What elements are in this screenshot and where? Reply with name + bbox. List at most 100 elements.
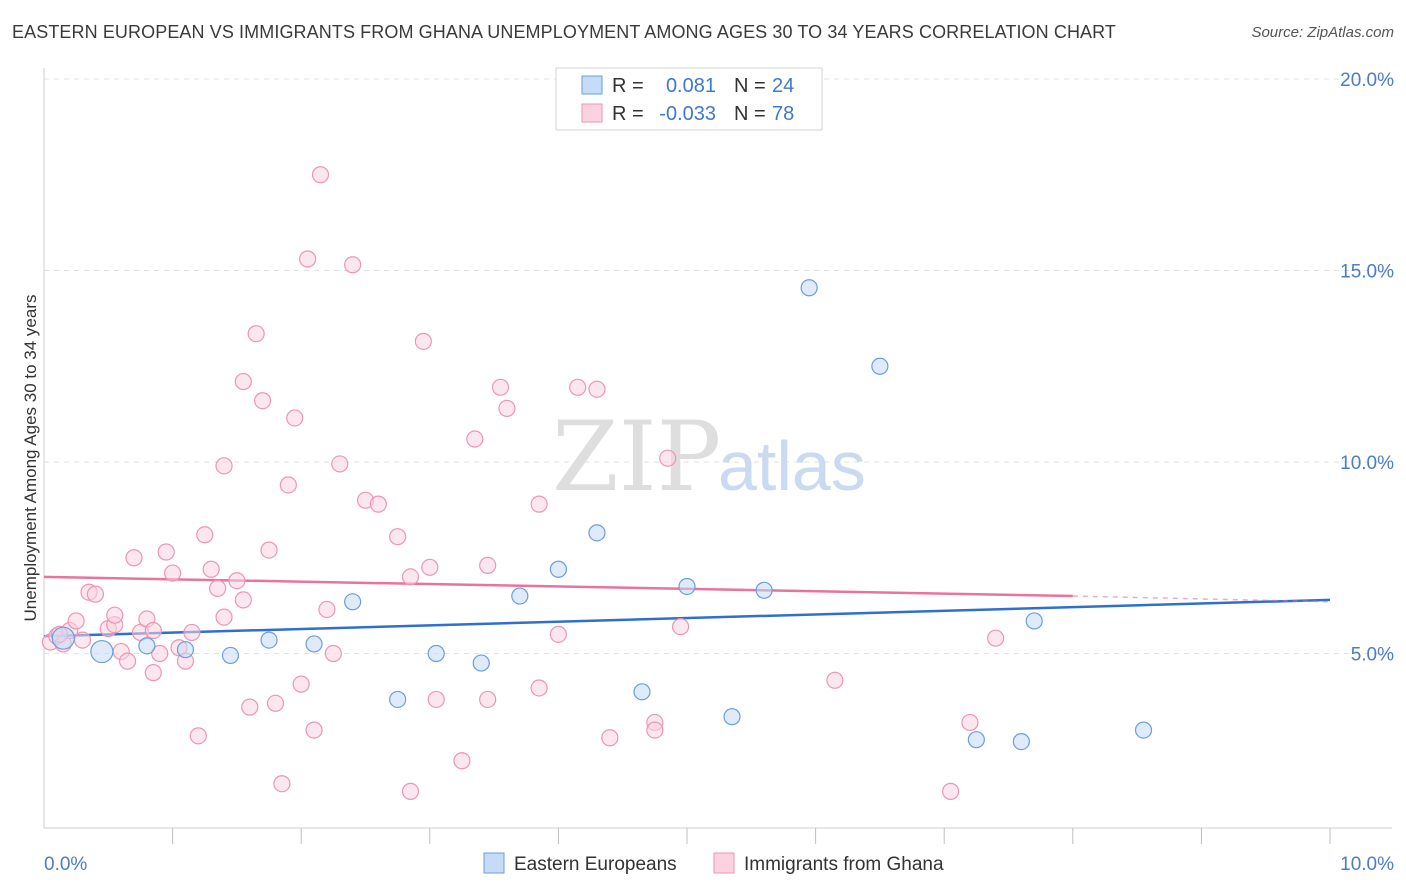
ghana-point	[427, 690, 445, 709]
eastern-european-point	[389, 690, 407, 709]
ghana-point	[67, 612, 85, 630]
ghana-point	[401, 568, 420, 586]
series-legend-swatch-eastern	[483, 852, 505, 874]
y-tick-label: 5.0%	[1351, 645, 1394, 666]
eastern-european-point	[1134, 721, 1153, 739]
source-credit: Source: ZipAtlas.com	[1251, 24, 1394, 41]
eastern-european-point	[967, 731, 985, 749]
ghana-point	[164, 564, 182, 582]
ghana-point	[671, 618, 690, 636]
ghana-point	[530, 679, 548, 697]
ghana-point	[279, 476, 297, 494]
ghana-point	[196, 526, 214, 544]
trend-line-ghana-extension	[1072, 595, 1331, 603]
eastern-european-point	[221, 646, 240, 665]
y-tick-label: 20.0%	[1340, 70, 1394, 91]
watermark-atlas: atlas	[718, 427, 866, 505]
ghana-point	[942, 782, 960, 800]
eastern-european-point	[633, 683, 651, 701]
legend-n-value-eastern: 24	[772, 75, 794, 97]
ghana-point	[601, 729, 619, 747]
ghana-point	[254, 392, 272, 410]
eastern-european-point	[871, 357, 889, 375]
chart-title: EASTERN EUROPEAN VS IMMIGRANTS FROM GHAN…	[12, 22, 1117, 42]
ghana-point	[125, 549, 143, 567]
ghana-point	[331, 455, 349, 473]
ghana-point	[453, 752, 471, 770]
ghana-point	[311, 166, 330, 184]
legend-r-label-eastern: R =	[612, 75, 644, 97]
ghana-point	[324, 644, 342, 663]
ghana-point	[389, 528, 407, 546]
eastern-european-point	[138, 637, 156, 655]
ghana-point	[266, 694, 285, 712]
ghana-point	[292, 675, 310, 693]
y-tick-label: 10.0%	[1340, 453, 1394, 474]
ghana-point	[260, 541, 278, 559]
ghana-point	[659, 449, 677, 467]
y-tick-labels: 5.0% 10.0% 15.0% 20.0%	[1340, 70, 1394, 666]
ghana-point	[299, 250, 317, 268]
eastern-european-point	[427, 644, 445, 663]
ghana-point	[228, 572, 246, 590]
ghana-point	[414, 332, 432, 350]
series-legend-label-eastern: Eastern Europeans	[514, 854, 677, 875]
ghana-point	[826, 671, 844, 689]
ghana-point	[144, 621, 162, 640]
ghana-point	[202, 560, 220, 578]
watermark-zip: ZIP	[552, 401, 721, 513]
eastern-european-point	[1012, 732, 1030, 751]
legend-n-label-eastern: N =	[734, 75, 766, 97]
ghana-point	[73, 631, 92, 649]
y-axis-label: Unemployment Among Ages 30 to 34 years	[21, 295, 40, 622]
ghana-point	[106, 606, 124, 624]
ghana-point	[498, 399, 516, 417]
ghana-point	[646, 721, 664, 739]
ghana-point	[118, 652, 137, 670]
trend-line-eastern	[43, 598, 1331, 638]
legend-swatch-ghana	[581, 103, 603, 123]
ghana-point	[318, 600, 336, 619]
ghana-point	[987, 629, 1005, 647]
ghana-point	[305, 721, 323, 739]
eastern-european-point	[51, 626, 75, 650]
ghana-point	[215, 457, 233, 475]
ghana-point	[421, 558, 439, 576]
ghana-point	[401, 782, 420, 800]
ghana-point	[961, 713, 979, 732]
ghana-point	[209, 579, 227, 597]
ghana-points	[41, 166, 1005, 800]
eastern-european-point	[305, 635, 323, 653]
ghana-point	[189, 727, 207, 745]
trend-line-ghana	[43, 575, 1073, 598]
x-tick-label-max: 10.0%	[1340, 854, 1394, 875]
eastern-european-point	[723, 708, 741, 726]
ghana-point	[215, 608, 233, 626]
ghana-point	[491, 378, 510, 396]
ghana-point	[157, 543, 175, 561]
ghana-point	[344, 256, 362, 274]
legend-r-value-ghana: -0.033	[659, 103, 716, 125]
ghana-point	[549, 625, 568, 643]
gridlines	[44, 78, 1392, 654]
legend-n-label-ghana: N =	[734, 103, 766, 125]
ghana-point	[234, 591, 252, 609]
ghana-point	[273, 775, 291, 793]
eastern-european-point	[90, 639, 114, 664]
ghana-point	[479, 690, 497, 709]
legend-r-label-ghana: R =	[612, 103, 644, 125]
eastern-european-point	[755, 581, 773, 599]
legend-swatch-eastern	[581, 75, 603, 95]
eastern-european-point	[1025, 612, 1043, 630]
series-legend-label-ghana: Immigrants from Ghana	[744, 854, 944, 875]
y-tick-label: 15.0%	[1340, 262, 1394, 283]
legend-r-value-eastern: 0.081	[666, 75, 716, 97]
ghana-point	[369, 495, 387, 513]
ghana-point	[588, 380, 606, 398]
series-legend: Eastern Europeans Immigrants from Ghana	[483, 852, 944, 875]
eastern-european-point	[678, 577, 696, 596]
ghana-point	[144, 664, 162, 682]
ghana-point	[466, 430, 484, 448]
eastern-european-point	[472, 654, 490, 672]
